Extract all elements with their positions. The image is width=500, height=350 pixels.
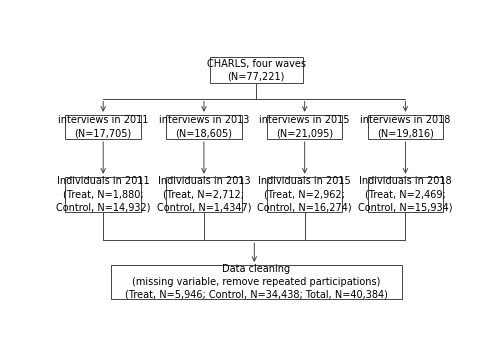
FancyBboxPatch shape	[210, 57, 303, 83]
FancyBboxPatch shape	[66, 177, 141, 212]
FancyBboxPatch shape	[368, 115, 443, 139]
Text: Individuals in 2013
(Treat, N=2,712;
Control, N=1,4347): Individuals in 2013 (Treat, N=2,712; Con…	[156, 176, 251, 212]
FancyBboxPatch shape	[111, 265, 402, 299]
Text: Individuals in 2018
(Treat, N=2,469;
Control, N=15,934): Individuals in 2018 (Treat, N=2,469; Con…	[358, 176, 452, 212]
Text: Data cleaning
(missing variable, remove repeated participations)
(Treat, N=5,946: Data cleaning (missing variable, remove …	[125, 264, 388, 300]
FancyBboxPatch shape	[267, 115, 342, 139]
Text: interviews in 2015
(N=21,095): interviews in 2015 (N=21,095)	[260, 116, 350, 138]
FancyBboxPatch shape	[267, 177, 342, 212]
FancyBboxPatch shape	[166, 115, 242, 139]
FancyBboxPatch shape	[66, 115, 141, 139]
FancyBboxPatch shape	[368, 177, 443, 212]
Text: interviews in 2013
(N=18,605): interviews in 2013 (N=18,605)	[159, 116, 249, 138]
Text: CHARLS, four waves
(N=77,221): CHARLS, four waves (N=77,221)	[207, 59, 306, 82]
Text: interviews in 2011
(N=17,705): interviews in 2011 (N=17,705)	[58, 116, 148, 138]
Text: interviews in 2018
(N=19,816): interviews in 2018 (N=19,816)	[360, 116, 450, 138]
Text: Individuals in 2015
(Treat, N=2,962;
Control, N=16,274): Individuals in 2015 (Treat, N=2,962; Con…	[258, 176, 352, 212]
Text: Individuals in 2011
(Treat, N=1,880;
Control, N=14,932): Individuals in 2011 (Treat, N=1,880; Con…	[56, 176, 150, 212]
FancyBboxPatch shape	[166, 177, 242, 212]
